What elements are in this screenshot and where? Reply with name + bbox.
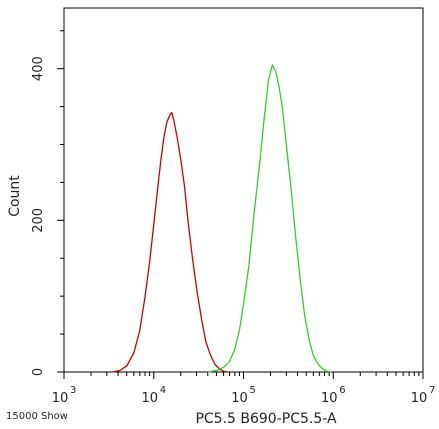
footer-note: 15000 Show <box>6 411 68 422</box>
y-axis-title: Count <box>7 175 23 217</box>
series-layer <box>112 64 332 373</box>
y-tick-label: 0 <box>31 368 46 376</box>
x-tick-label-exponent: 3 <box>70 385 76 396</box>
x-tick-label: 10 <box>231 391 248 406</box>
y-axis-ticks: 0 200 400 <box>31 30 64 376</box>
plot-frame <box>63 7 424 373</box>
x-tick-label-exponent: 7 <box>429 385 435 396</box>
x-tick-label: 10 <box>52 391 69 406</box>
x-tick-label: 10 <box>141 391 158 406</box>
x-tick-label: 10 <box>411 391 428 406</box>
y-tick-label: 400 <box>31 56 46 81</box>
x-tick-label: 10 <box>321 391 338 406</box>
x-tick-label-exponent: 4 <box>160 385 166 396</box>
series-line-1 <box>112 111 228 373</box>
y-tick-label: 200 <box>31 208 46 233</box>
series-line-2 <box>207 64 332 373</box>
x-tick-label-exponent: 5 <box>250 385 256 396</box>
x-tick-label-exponent: 6 <box>339 385 345 396</box>
x-axis-title: PC5.5 B690-PC5.5-A <box>195 411 337 427</box>
